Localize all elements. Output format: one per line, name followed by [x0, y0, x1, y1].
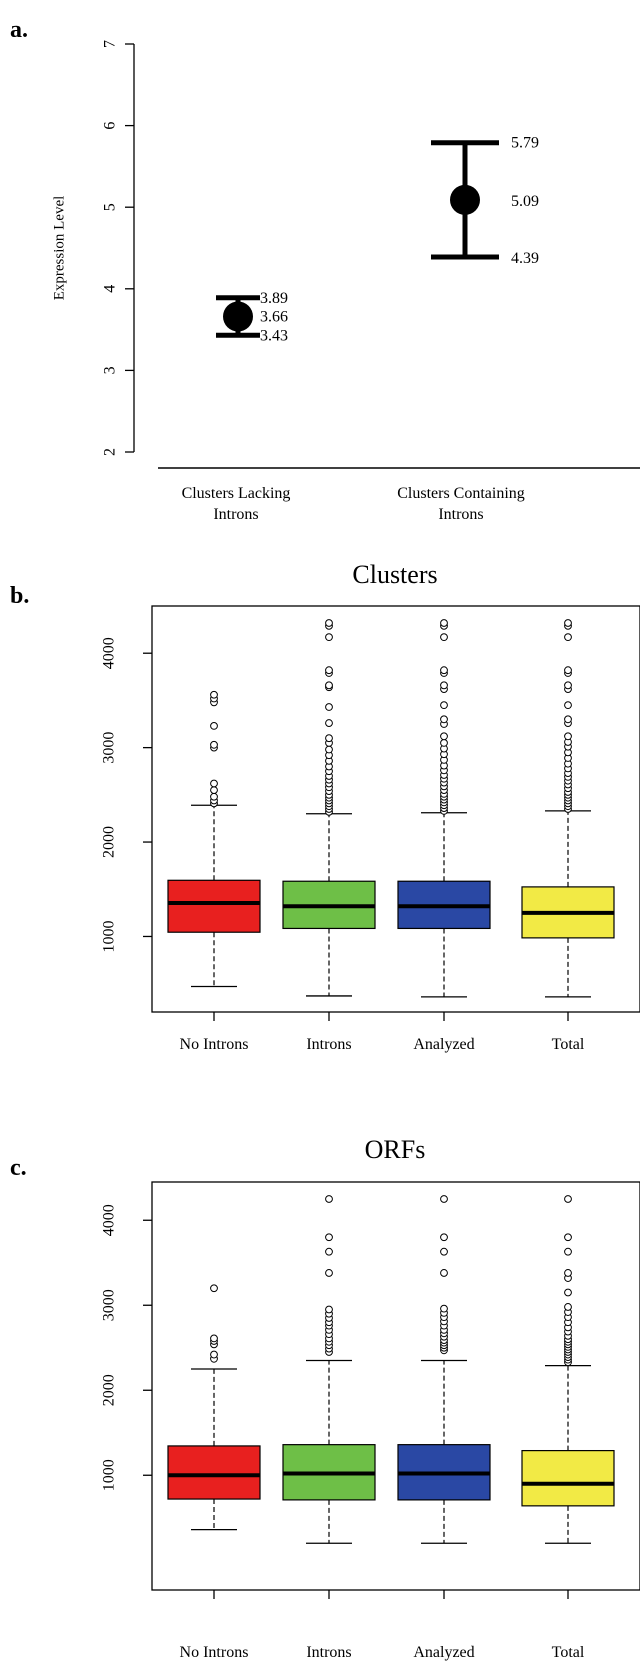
iqr-box: [167, 879, 261, 933]
outlier-point: [440, 666, 448, 675]
panel-a-expression-chart: a. 2 3 4 5 6 7 Expression Level 3.89 3.663.43 Clus…: [10, 17, 640, 523]
plot-frame: [151, 605, 640, 1013]
outlier-point: [564, 666, 572, 675]
x-category-label: Total: [552, 1644, 585, 1661]
mean-point: [223, 301, 253, 332]
outlier-point: [210, 740, 218, 749]
x-category-label: Introns: [306, 1036, 351, 1053]
panel-b-clusters-boxplot: b. Clusters 1000 2000 3000 4000 No Introns Intr…: [10, 560, 640, 1053]
x-category-label: Introns: [306, 1644, 351, 1661]
upper-value-label: 5.79: [511, 135, 539, 152]
x-category-label: Clusters Containing: [397, 485, 525, 502]
outlier-point: [440, 681, 448, 690]
outlier-point: [564, 1269, 572, 1277]
outlier-point: [325, 619, 333, 627]
outlier-point: [564, 619, 572, 627]
chart-title: Clusters: [352, 560, 437, 589]
outlier-point: [325, 681, 333, 690]
outlier-point: [564, 715, 572, 724]
outlier-point: [325, 734, 333, 743]
outlier-point: [210, 786, 218, 795]
outlier-point: [210, 1350, 218, 1359]
mean-value-label: 5.09: [511, 193, 539, 210]
y-axis-label: Expression Level: [51, 196, 67, 301]
x-category-label: Clusters Lacking: [182, 485, 291, 502]
panel-label-a: a.: [10, 17, 28, 43]
y-tick-label: 6: [102, 122, 119, 130]
outlier-point: [440, 619, 448, 627]
outlier-point: [564, 1233, 572, 1242]
y-tick-label: 3000: [101, 1289, 118, 1321]
outlier-point: [325, 1305, 333, 1314]
outlier-point: [440, 1195, 448, 1203]
y-tick-label: 2000: [101, 1374, 118, 1406]
x-category-label: Introns: [438, 506, 483, 523]
plot-frame: [151, 1181, 640, 1591]
panel-label-b: b.: [10, 583, 29, 609]
outlier-point: [325, 666, 333, 675]
outlier-point: [210, 779, 218, 788]
iqr-box: [521, 1449, 615, 1507]
mean-value-label: 3.66: [260, 309, 288, 326]
outlier-point: [440, 732, 448, 741]
outlier-point: [210, 792, 218, 801]
panel-c-orfs-boxplot: c. ORFs 1000 2000 3000 4000 No Introns Introns A…: [10, 1135, 640, 1661]
y-tick-label: 4000: [101, 1204, 118, 1236]
y-tick-label: 2000: [101, 826, 118, 858]
y-tick-label: 7: [102, 40, 119, 48]
outlier-point: [564, 1195, 572, 1203]
outlier-point: [564, 633, 572, 642]
outlier-point: [564, 1288, 572, 1297]
outlier-point: [440, 1247, 448, 1256]
outlier-point: [325, 1247, 333, 1256]
y-tick-label: 2: [102, 448, 119, 456]
y-tick-label: 1000: [101, 920, 118, 952]
outlier-point: [325, 745, 333, 754]
outlier-point: [440, 701, 448, 710]
outlier-point: [440, 715, 448, 724]
outlier-point: [440, 1269, 448, 1277]
outlier-point: [440, 739, 448, 747]
y-tick-label: 5: [102, 203, 119, 211]
mean-point: [450, 184, 480, 215]
outlier-point: [210, 722, 218, 730]
outlier-point: [210, 1284, 218, 1293]
outlier-point: [325, 1233, 333, 1242]
lower-value-label: 4.39: [511, 250, 539, 267]
iqr-box: [167, 1445, 261, 1500]
x-category-label: No Introns: [180, 1036, 249, 1053]
outlier-point: [210, 690, 218, 699]
outlier-point: [564, 1247, 572, 1256]
outlier-point: [325, 719, 333, 727]
y-tick-label: 3000: [101, 732, 118, 764]
x-category-label: Analyzed: [413, 1036, 474, 1053]
outlier-point: [564, 732, 572, 741]
outlier-point: [564, 701, 572, 710]
y-tick-label: 4000: [101, 637, 118, 669]
y-tick-label: 1000: [101, 1459, 118, 1491]
x-category-label: Analyzed: [413, 1644, 474, 1661]
outlier-point: [440, 1304, 448, 1313]
outlier-point: [440, 633, 448, 642]
upper-value-label: 3.89: [260, 290, 288, 307]
lower-value-label: 3.43: [260, 327, 288, 344]
chart-title: ORFs: [365, 1135, 426, 1164]
outlier-point: [325, 633, 333, 642]
outlier-point: [564, 681, 572, 690]
outlier-point: [325, 703, 333, 711]
outlier-point: [564, 1303, 572, 1311]
outlier-point: [325, 1195, 333, 1203]
outlier-point: [210, 1334, 218, 1343]
panel-label-c: c.: [10, 1155, 27, 1181]
outlier-point: [440, 1233, 448, 1242]
outlier-point: [325, 1269, 333, 1277]
x-category-label: Total: [552, 1036, 585, 1053]
x-category-label: Introns: [213, 506, 258, 523]
y-tick-label: 4: [102, 285, 119, 293]
y-tick-label: 3: [102, 366, 119, 374]
x-category-label: No Introns: [180, 1644, 249, 1661]
